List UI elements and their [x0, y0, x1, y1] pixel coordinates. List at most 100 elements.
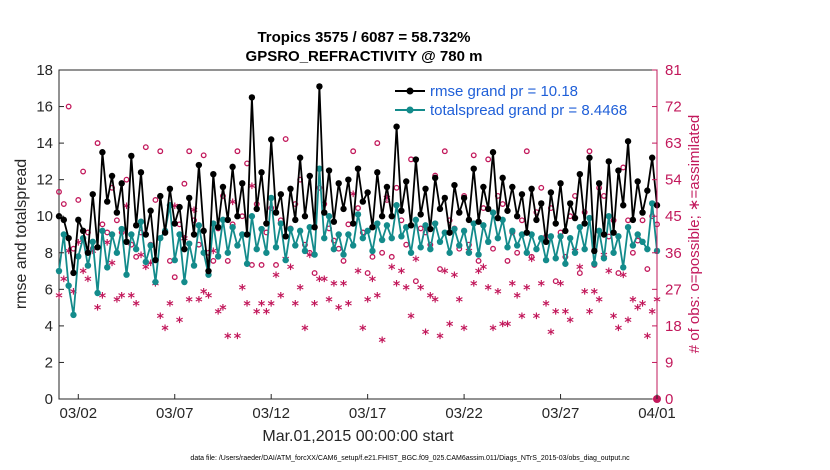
assimilated-point: * — [378, 335, 386, 351]
rmse-point — [287, 185, 294, 193]
totalspread-point — [494, 234, 502, 242]
rmse-point — [330, 218, 338, 225]
rmse-point — [586, 154, 593, 161]
totalspread-point — [132, 245, 140, 253]
y-axis-left: 0 2 4 6 8 10 12 14 16 18 — [36, 62, 64, 408]
x-tick-label: 03/12 — [252, 405, 290, 422]
assimilated-point: * — [335, 303, 343, 319]
rmse-point — [104, 198, 111, 205]
totalspread-point — [460, 227, 468, 235]
totalspread-point — [123, 271, 130, 278]
rmse-point — [84, 249, 92, 256]
rmse-point — [239, 180, 246, 187]
rmse-point — [292, 216, 299, 224]
totalspread-point — [152, 278, 159, 286]
assimilated-point: * — [268, 299, 276, 315]
rmse-point — [142, 231, 150, 238]
possible-point — [403, 241, 410, 248]
totalspread-point — [118, 225, 125, 233]
totalspread-point — [345, 231, 352, 238]
rmse-point — [123, 238, 130, 246]
rmse-point — [345, 176, 352, 183]
y2-tick-label: 36 — [665, 245, 682, 262]
totalspread-point — [267, 194, 275, 202]
totalspread-point — [547, 233, 555, 240]
rmse-point — [181, 245, 188, 253]
totalspread-point — [335, 231, 342, 238]
rmse-point — [441, 194, 449, 202]
y2-tick-label: 54 — [665, 172, 682, 189]
totalspread-point — [354, 211, 362, 218]
rmse-point — [108, 172, 116, 180]
rmse-point — [89, 191, 96, 198]
y-tick-label: 16 — [36, 99, 53, 116]
possible-point — [65, 103, 72, 110]
assimilated-point: * — [499, 319, 507, 335]
rmse-point — [113, 209, 121, 216]
rmse-point — [552, 220, 559, 227]
assimilated-point: * — [605, 266, 613, 282]
rmse-point — [349, 220, 357, 227]
assimilated-point: * — [176, 315, 184, 331]
assimilated-point: * — [369, 274, 377, 290]
possible-point — [519, 217, 525, 224]
x-tick-label: 03/22 — [445, 405, 483, 422]
rmse-point — [306, 172, 313, 180]
rmse-point — [485, 205, 492, 213]
rmse-point — [137, 169, 145, 176]
totalspread-point — [94, 289, 101, 297]
possible-point — [644, 266, 651, 272]
rmse-point — [263, 220, 270, 227]
rmse-point — [99, 149, 106, 156]
possible-point — [629, 249, 636, 256]
rmse-point — [528, 185, 535, 193]
rmse-point — [369, 223, 376, 231]
rmse-point — [600, 231, 608, 238]
totalspread-point — [412, 216, 420, 224]
totalspread-point — [600, 255, 608, 262]
assimilated-point: * — [359, 323, 367, 339]
totalspread-point — [383, 222, 391, 229]
rmse-point — [412, 156, 420, 163]
x-axis: 03/02 03/07 03/12 03/17 03/22 03/27 04/01 — [60, 394, 676, 422]
assimilated-point: * — [644, 331, 652, 347]
totalspread-point — [557, 233, 564, 240]
assimilated-point: * — [407, 311, 415, 327]
legend-box — [388, 80, 650, 122]
possible-point — [113, 217, 120, 224]
rmse-point — [644, 187, 651, 194]
totalspread-point — [639, 238, 646, 246]
possible-point — [504, 257, 511, 264]
possible-point — [258, 262, 265, 268]
totalspread-point — [142, 258, 150, 266]
y-tick-label: 0 — [45, 391, 53, 408]
totalspread-point — [398, 233, 405, 240]
totalspread-point — [634, 231, 641, 238]
possible-point — [388, 253, 395, 260]
possible-point — [576, 270, 583, 277]
rmse-point — [267, 136, 275, 143]
rmse-point — [475, 218, 482, 225]
possible-point — [485, 156, 492, 163]
totalspread-point — [263, 249, 270, 256]
totalspread-point — [75, 253, 82, 260]
totalspread-point — [644, 245, 651, 253]
assimilated-point: * — [70, 286, 78, 302]
possible-point — [379, 249, 386, 256]
rmse-point — [542, 238, 550, 246]
rmse-point — [190, 231, 198, 238]
possible-point — [441, 148, 448, 155]
totalspread-point — [552, 255, 559, 262]
assimilated-point: * — [629, 295, 637, 311]
totalspread-point — [234, 242, 241, 249]
totalspread-point — [84, 262, 92, 269]
rmse-point — [518, 191, 526, 198]
totalspread-point — [282, 256, 289, 264]
totalspread-point — [55, 267, 63, 275]
rmse-point — [494, 214, 502, 222]
assimilated-point: * — [513, 290, 521, 306]
possible-point — [340, 257, 347, 264]
assimilated-point: * — [403, 282, 411, 298]
totalspread-point — [195, 222, 203, 229]
possible-point — [94, 140, 101, 147]
